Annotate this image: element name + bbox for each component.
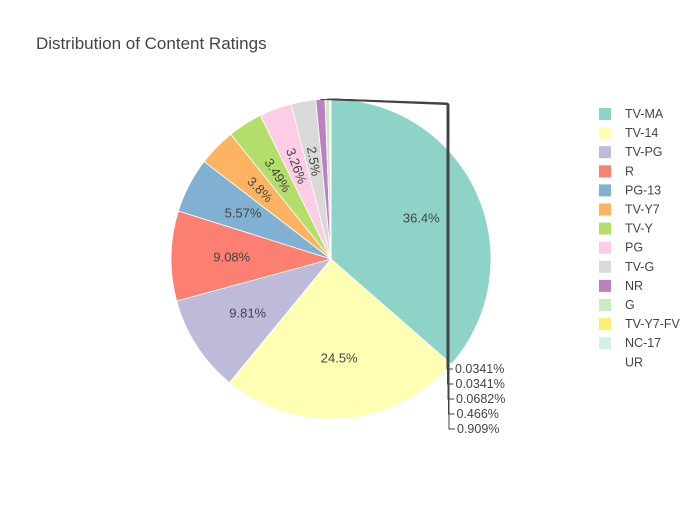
legend: TV-MA TV-14 TV-PG R PG-13 TV-Y7 TV-Y PG TV-G NR GT… bbox=[599, 107, 681, 369]
legend-swatch-nr bbox=[599, 280, 611, 292]
legend-item-nr[interactable]: NR bbox=[599, 279, 643, 293]
legend-item-tv-g[interactable]: TV-G bbox=[599, 260, 654, 274]
slice-label-tv-ma: 36.4% bbox=[403, 211, 440, 226]
legend-item-pg[interactable]: PG bbox=[599, 241, 643, 255]
outside-label-nr: 0.909% bbox=[457, 422, 499, 436]
legend-label-r: R bbox=[625, 164, 634, 178]
legend-label-tv-ma: TV-MA bbox=[625, 107, 664, 121]
legend-label-ur: UR bbox=[625, 355, 643, 369]
legend-swatch-tv-14 bbox=[599, 127, 611, 139]
legend-label-tv-y7-fv: TV-Y7-FV bbox=[625, 317, 681, 331]
legend-label-tv-y: TV-Y bbox=[625, 222, 653, 236]
legend-swatch-tv-y7 bbox=[599, 204, 611, 216]
legend-label-tv-pg: TV-PG bbox=[625, 145, 663, 159]
legend-label-g: G bbox=[625, 298, 635, 312]
slice-label-r: 9.08% bbox=[213, 250, 250, 265]
outside-label-ur: 0.0341% bbox=[455, 362, 504, 376]
legend-label-pg-13: PG-13 bbox=[625, 183, 661, 197]
legend-label-pg: PG bbox=[625, 241, 643, 255]
legend-swatch-pg-13 bbox=[599, 184, 611, 196]
legend-label-nc-17: NC-17 bbox=[625, 336, 661, 350]
legend-item-tv-14[interactable]: TV-14 bbox=[599, 126, 658, 140]
legend-item-tv-ma[interactable]: TV-MA bbox=[599, 107, 664, 121]
legend-item-tv-y[interactable]: TV-Y bbox=[599, 222, 653, 236]
slice-label-tv-pg: 9.81% bbox=[229, 305, 266, 320]
outside-label-nc-17: 0.0341% bbox=[456, 377, 505, 391]
chart-title: Distribution of Content Ratings bbox=[36, 34, 267, 54]
legend-swatch-r bbox=[599, 165, 611, 177]
slice-label-tv-14: 24.5% bbox=[321, 350, 358, 365]
legend-item-ur[interactable]: UR bbox=[599, 355, 643, 369]
legend-item-g[interactable]: G bbox=[599, 298, 635, 312]
legend-swatch-tv-g bbox=[599, 261, 611, 273]
legend-label-tv-y7: TV-Y7 bbox=[625, 203, 660, 217]
legend-item-tv-y7-fv[interactable]: TV-Y7-FV bbox=[599, 317, 681, 331]
outside-label-tv-y7-fv: 0.0682% bbox=[456, 392, 505, 406]
legend-swatch-tv-y bbox=[599, 223, 611, 235]
legend-label-tv-14: TV-14 bbox=[625, 126, 658, 140]
legend-swatch-tv-y7-fv bbox=[599, 318, 611, 330]
legend-swatch-tv-ma bbox=[599, 108, 611, 120]
outside-label-g: 0.466% bbox=[457, 407, 499, 421]
legend-swatch-ur bbox=[599, 356, 611, 368]
legend-item-r[interactable]: R bbox=[599, 164, 634, 178]
legend-swatch-nc-17 bbox=[599, 337, 611, 349]
legend-label-tv-g: TV-G bbox=[625, 260, 654, 274]
legend-item-tv-pg[interactable]: TV-PG bbox=[599, 145, 663, 159]
legend-item-nc-17[interactable]: NC-17 bbox=[599, 336, 661, 350]
legend-swatch-g bbox=[599, 299, 611, 311]
legend-item-pg-13[interactable]: PG-13 bbox=[599, 183, 661, 197]
legend-swatch-tv-pg bbox=[599, 146, 611, 158]
slice-label-pg-13: 5.57% bbox=[225, 206, 262, 221]
legend-swatch-pg bbox=[599, 242, 611, 254]
legend-label-nr: NR bbox=[625, 279, 643, 293]
legend-item-tv-y7[interactable]: TV-Y7 bbox=[599, 203, 660, 217]
